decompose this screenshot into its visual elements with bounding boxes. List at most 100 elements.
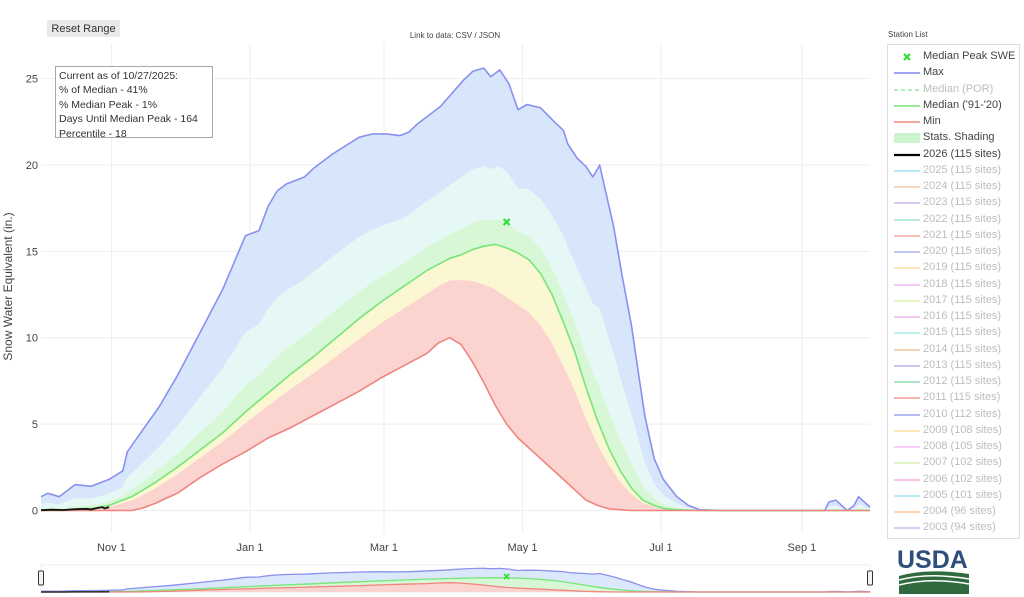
legend-label: 2006 (102 sites): [923, 472, 1002, 485]
legend-label: Stats. Shading: [923, 131, 995, 144]
x-tick-label: Mar 1: [370, 542, 398, 554]
legend-item[interactable]: 2011 (115 sites): [888, 390, 1019, 406]
legend-symbol-icon: [894, 283, 920, 286]
legend-item[interactable]: Max: [888, 65, 1019, 81]
legend-item[interactable]: Median ('91-'20): [888, 98, 1019, 114]
legend-item[interactable]: 2013 (115 sites): [888, 358, 1019, 374]
legend-item[interactable]: 2021 (115 sites): [888, 228, 1019, 244]
range-handle-right[interactable]: [867, 570, 873, 586]
legend-symbol-icon: [894, 397, 920, 400]
info-line-median-peak: % Median Peak - 1%: [59, 98, 158, 111]
legend-symbol-icon: [894, 316, 920, 318]
legend-item[interactable]: 2005 (101 sites): [888, 488, 1019, 504]
legend-item[interactable]: Stats. Shading: [888, 130, 1019, 146]
info-line-days-until-peak: Days Until Median Peak - 164: [59, 113, 198, 126]
legend-item[interactable]: Min: [888, 114, 1019, 130]
legend-symbol-icon: [894, 527, 920, 530]
y-tick-label: 5: [32, 419, 38, 431]
legend-symbol-icon: [894, 348, 920, 351]
station-list-title[interactable]: Station List: [888, 30, 928, 39]
range-handle-left[interactable]: [38, 570, 44, 586]
legend-label: 2017 (115 sites): [923, 293, 1002, 306]
legend: Median Peak SWE Max Median (POR) Median ('9…: [887, 44, 1020, 539]
legend-symbol-icon: [894, 364, 920, 367]
legend-item[interactable]: 2019 (115 sites): [888, 260, 1019, 276]
legend-symbol-icon: [894, 169, 920, 172]
legend-label: 2011 (115 sites): [923, 391, 1001, 404]
legend-label: 2018 (115 sites): [923, 277, 1002, 290]
min-line: [41, 336, 870, 512]
legend-symbol-icon: [894, 446, 920, 448]
max-line: [40, 67, 871, 512]
legend-item[interactable]: 2007 (102 sites): [888, 455, 1019, 471]
legend-symbol-icon: [894, 153, 920, 156]
legend-label: 2016 (115 sites): [923, 310, 1002, 322]
legend-symbol-icon: [894, 332, 920, 335]
legend-item[interactable]: 2006 (102 sites): [888, 472, 1019, 488]
info-box: Current as of 10/27/2025: % of Median - …: [55, 66, 213, 140]
legend-item[interactable]: 2017 (115 sites): [888, 293, 1019, 309]
legend-item[interactable]: 2015 (115 sites): [888, 325, 1019, 341]
legend-item[interactable]: 2003 (94 sites): [888, 520, 1019, 536]
legend-item[interactable]: 2008 (105 sites): [888, 439, 1019, 455]
median-line: [41, 243, 870, 512]
legend-item[interactable]: 2009 (108 sites): [888, 423, 1019, 439]
legend-item[interactable]: 2018 (115 sites): [888, 277, 1019, 293]
legend-label: 2020 (115 sites): [923, 245, 1002, 257]
legend-symbol-icon: [894, 133, 920, 144]
legend-label: 2004 (96 sites): [923, 505, 996, 517]
legend-item[interactable]: 2025 (115 sites): [888, 163, 1019, 179]
x-tick-label: Jul 1: [649, 542, 672, 554]
x-tick-label: May 1: [508, 542, 538, 554]
legend-symbol-icon: [894, 234, 920, 237]
legend-item[interactable]: 2026 (115 sites): [888, 147, 1019, 163]
legend-symbol-icon: [894, 462, 920, 465]
y-tick-label: 25: [26, 74, 38, 86]
x-tick-label: Jan 1: [236, 542, 263, 554]
legend-symbol-icon: [894, 218, 920, 221]
legend-item[interactable]: 2024 (115 sites): [888, 179, 1019, 195]
legend-item[interactable]: 2023 (115 sites): [888, 195, 1019, 211]
svg-text:USDA: USDA: [897, 546, 968, 574]
x-tick-label: Nov 1: [97, 542, 126, 554]
legend-item[interactable]: 2010 (112 sites): [888, 407, 1019, 423]
legend-label: 2025 (115 sites): [923, 163, 1002, 176]
y-tick-label: 15: [26, 246, 38, 258]
legend-item[interactable]: Median Peak SWE: [888, 49, 1019, 65]
legend-item[interactable]: 2016 (115 sites): [888, 309, 1019, 325]
legend-label: 2024 (115 sites): [923, 180, 1002, 192]
legend-label: 2009 (108 sites): [923, 423, 1002, 436]
legend-symbol-icon: [894, 429, 920, 432]
y-tick-label: 0: [32, 506, 38, 518]
legend-label: 2013 (115 sites): [923, 358, 1002, 371]
legend-symbol-icon: [894, 511, 920, 513]
legend-label: Max: [923, 66, 944, 79]
reset-range-button[interactable]: Reset Range: [47, 20, 120, 37]
legend-label: Median Peak SWE: [923, 50, 1016, 62]
mini-median-peak-marker: [503, 573, 510, 580]
legend-label: 2010 (112 sites): [923, 407, 1002, 420]
legend-label: 2015 (115 sites): [923, 326, 1002, 339]
mini-min-line: [41, 582, 870, 593]
legend-label: 2003 (94 sites): [923, 521, 996, 534]
legend-item[interactable]: Median (POR): [888, 82, 1019, 98]
legend-item[interactable]: 2020 (115 sites): [888, 244, 1019, 260]
legend-label: 2005 (101 sites): [923, 488, 1002, 501]
data-link[interactable]: Link to data: CSV / JSON: [409, 31, 501, 40]
y-axis-label: Snow Water Equivalent (in.): [1, 212, 15, 360]
legend-symbol-icon: [894, 381, 920, 383]
legend-symbol-icon: [903, 53, 911, 61]
mini-median-line: [41, 577, 870, 593]
info-line-percentile: Percentile - 18: [59, 127, 127, 140]
current-year-line: [40, 506, 110, 512]
legend-item[interactable]: 2004 (96 sites): [888, 504, 1019, 520]
x-tick-label: Sep 1: [787, 542, 816, 554]
legend-label: 2022 (115 sites): [923, 212, 1002, 225]
legend-item[interactable]: 2012 (115 sites): [888, 374, 1019, 390]
legend-label: 2012 (115 sites): [923, 375, 1002, 387]
legend-item[interactable]: 2022 (115 sites): [888, 212, 1019, 228]
legend-label: 2014 (115 sites): [923, 342, 1002, 355]
legend-symbol-icon: [894, 299, 920, 302]
legend-item[interactable]: 2014 (115 sites): [888, 342, 1019, 358]
legend-label: 2008 (105 sites): [923, 440, 1002, 452]
